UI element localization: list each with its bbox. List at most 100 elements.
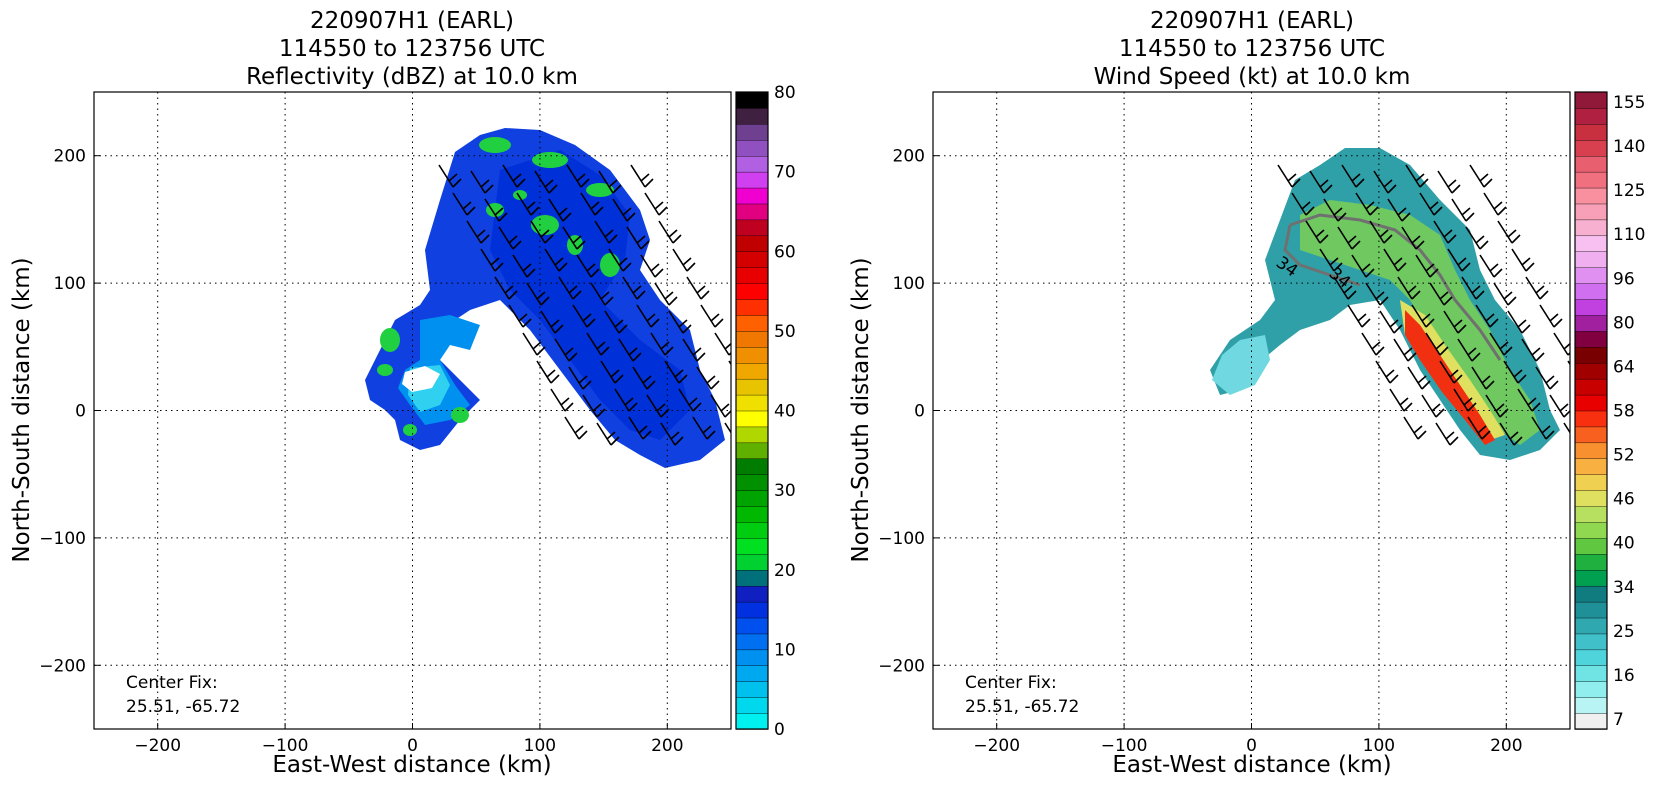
- colorbar-swatch: [735, 139, 769, 157]
- wind-barb: [692, 416, 716, 440]
- wind-barb: [550, 388, 574, 412]
- colorbar-swatch: [1574, 203, 1608, 221]
- wind-barb: [1493, 282, 1517, 306]
- reflectivity-field: [365, 128, 731, 468]
- colorbar-swatch: [735, 489, 769, 507]
- wind-barb: [598, 170, 622, 194]
- wind-barb: [1379, 310, 1403, 334]
- y-tick-label: −100: [39, 529, 86, 549]
- colorbar-tick-label: 80: [1613, 313, 1635, 333]
- colorbar-swatch: [1574, 442, 1608, 459]
- colorbar-tick-labels: 7 16 25 34 40 46 52 58 64 80 96 110 125 140 155: [1613, 93, 1645, 730]
- center-fix-value: 25.51, -65.72: [965, 697, 1079, 717]
- colorbar-swatch: [1574, 346, 1608, 364]
- wind-barb: [1401, 226, 1425, 250]
- wind-barb: [1485, 394, 1509, 418]
- wind-barb: [644, 192, 668, 216]
- wind-barb: [664, 360, 688, 384]
- wind-barbs: [1277, 164, 1570, 446]
- colorbar-swatch: [1574, 617, 1608, 635]
- colorbar-swatch: [735, 474, 769, 491]
- wind-barb: [1521, 338, 1545, 362]
- colorbar-frame: [735, 91, 769, 730]
- wind-barb: [1433, 220, 1457, 244]
- wind-barb: [1405, 164, 1429, 188]
- colorbar-tick-label: 60: [774, 242, 796, 262]
- colorbar-swatch: [1574, 712, 1608, 730]
- wind-barb: [534, 170, 558, 194]
- colorbar-swatch: [735, 394, 769, 412]
- wind-barb: [600, 360, 624, 384]
- colorbar-tick-label: 30: [774, 481, 796, 501]
- wind-barb: [484, 198, 508, 222]
- colorbar-swatch: [735, 553, 769, 571]
- y-tick-label: 200: [54, 147, 86, 167]
- wind-barb: [1373, 170, 1397, 194]
- colorbar-swatch: [735, 330, 769, 348]
- colorbar-swatch: [1574, 665, 1608, 682]
- colorbar-swatch: [1574, 107, 1608, 125]
- wind-barb: [596, 422, 620, 446]
- colorbar-swatch: [1574, 91, 1608, 109]
- wind-barb: [530, 220, 554, 244]
- wind-barb: [1429, 282, 1453, 306]
- wind-barb: [594, 220, 618, 244]
- colorbar-swatch: [1574, 681, 1608, 698]
- colorbar-swatch: [1574, 235, 1608, 252]
- wind-barb: [1469, 164, 1493, 188]
- wind-barb: [686, 276, 710, 300]
- wind-barb: [1465, 226, 1489, 250]
- wind-barb: [1421, 394, 1445, 418]
- colorbar-swatch: [1574, 521, 1608, 539]
- colorbar-swatch: [735, 219, 769, 237]
- wind-barb: [700, 304, 724, 328]
- colorbar-swatch: [735, 266, 769, 284]
- colorbar-swatch: [1574, 569, 1608, 587]
- wind-barb: [628, 416, 652, 440]
- wind-barb: [1369, 220, 1393, 244]
- wind-barb: [1337, 226, 1361, 250]
- colorbar-swatch: [735, 187, 769, 205]
- wind-barb: [1387, 198, 1411, 222]
- wind-barb: [466, 220, 490, 244]
- wind-barb: [1361, 332, 1385, 356]
- wind-barb: [586, 332, 610, 356]
- wind-barb: [566, 164, 590, 188]
- wind-barb: [630, 164, 654, 188]
- colorbar-swatch: [735, 298, 769, 316]
- colorbar-swatch: [1574, 458, 1608, 475]
- wind-barb: [1467, 416, 1491, 440]
- wind-barb: [536, 360, 560, 384]
- wind-barb: [1355, 192, 1379, 216]
- title-line-3: Wind Speed (kt) at 10.0 km: [1094, 64, 1411, 90]
- wind-barb: [1479, 254, 1503, 278]
- wind-barb: [1375, 360, 1399, 384]
- x-tick-label: −200: [134, 736, 181, 756]
- wind-barb: [548, 198, 572, 222]
- colorbar-swatch: [1574, 553, 1608, 571]
- y-tick-label: 100: [893, 274, 925, 294]
- colorbar-swatch: [735, 123, 769, 141]
- colorbar-tick-label: 40: [1613, 534, 1635, 554]
- colorbar-tick-label: 80: [774, 83, 796, 103]
- wind-barb: [498, 226, 522, 250]
- wind-barb: [1425, 332, 1449, 356]
- y-tick-label: 100: [54, 274, 86, 294]
- wind-barb: [672, 248, 696, 272]
- colorbar-swatch: [1574, 362, 1608, 380]
- colorbar: [1574, 91, 1608, 730]
- x-tick-label: −100: [1101, 736, 1148, 756]
- wind-barb: [1323, 198, 1347, 222]
- title-line-3: Reflectivity (dBZ) at 10.0 km: [246, 64, 578, 90]
- wind-barb: [682, 338, 706, 362]
- wind-barb: [604, 310, 628, 334]
- colorbar-swatch: [735, 362, 769, 380]
- wind-barb: [1461, 276, 1485, 300]
- colorbar-swatch: [1574, 171, 1608, 189]
- gridlines: [94, 92, 731, 729]
- x-tick-label: −100: [262, 736, 309, 756]
- colorbar-swatch: [735, 203, 769, 221]
- wind-barb: [564, 416, 588, 440]
- wind-barb: [1439, 360, 1463, 384]
- reflectivity-panel: 220907H1 (EARL) 114550 to 123756 UTC Ref…: [9, 8, 796, 778]
